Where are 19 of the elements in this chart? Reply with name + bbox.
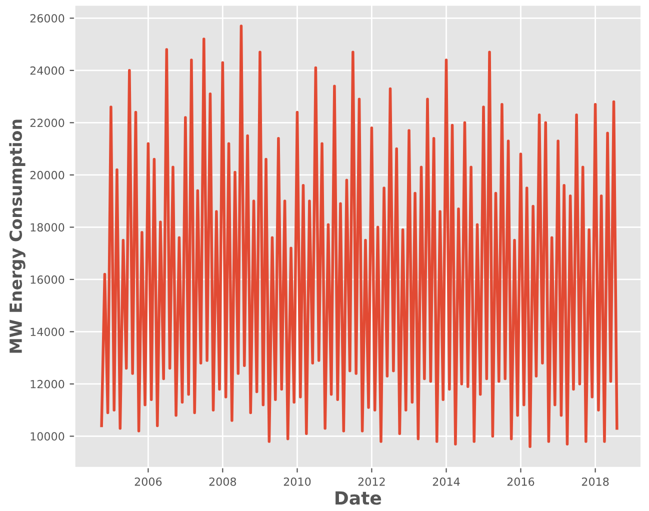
y-tick-label: 14000 — [30, 328, 64, 336]
x-tick-label: 2014 — [432, 477, 460, 486]
x-tick-label: 2016 — [507, 477, 534, 486]
y-tick-label: 24000 — [30, 66, 64, 75]
y-tick-label: 12000 — [30, 380, 64, 388]
y-tick-label: 10000 — [30, 432, 64, 441]
y-tick-label: 16000 — [30, 275, 64, 284]
y-tick-label: 20000 — [30, 170, 64, 180]
x-tick-label: 2018 — [582, 477, 609, 486]
x-tick-label: 2006 — [134, 477, 162, 486]
y-tick-label: 18000 — [30, 223, 64, 232]
x-axis-title: Date — [336, 491, 382, 505]
line-series — [100, 24, 618, 448]
y-tick-label: 26000 — [30, 14, 64, 23]
x-tick-label: 2008 — [209, 477, 236, 486]
y-axis-title: MW Energy Consumption — [9, 120, 26, 353]
x-tick-label: 2012 — [358, 477, 385, 486]
y-tick-label: 22000 — [30, 118, 64, 128]
x-tick-label: 2010 — [284, 477, 311, 486]
